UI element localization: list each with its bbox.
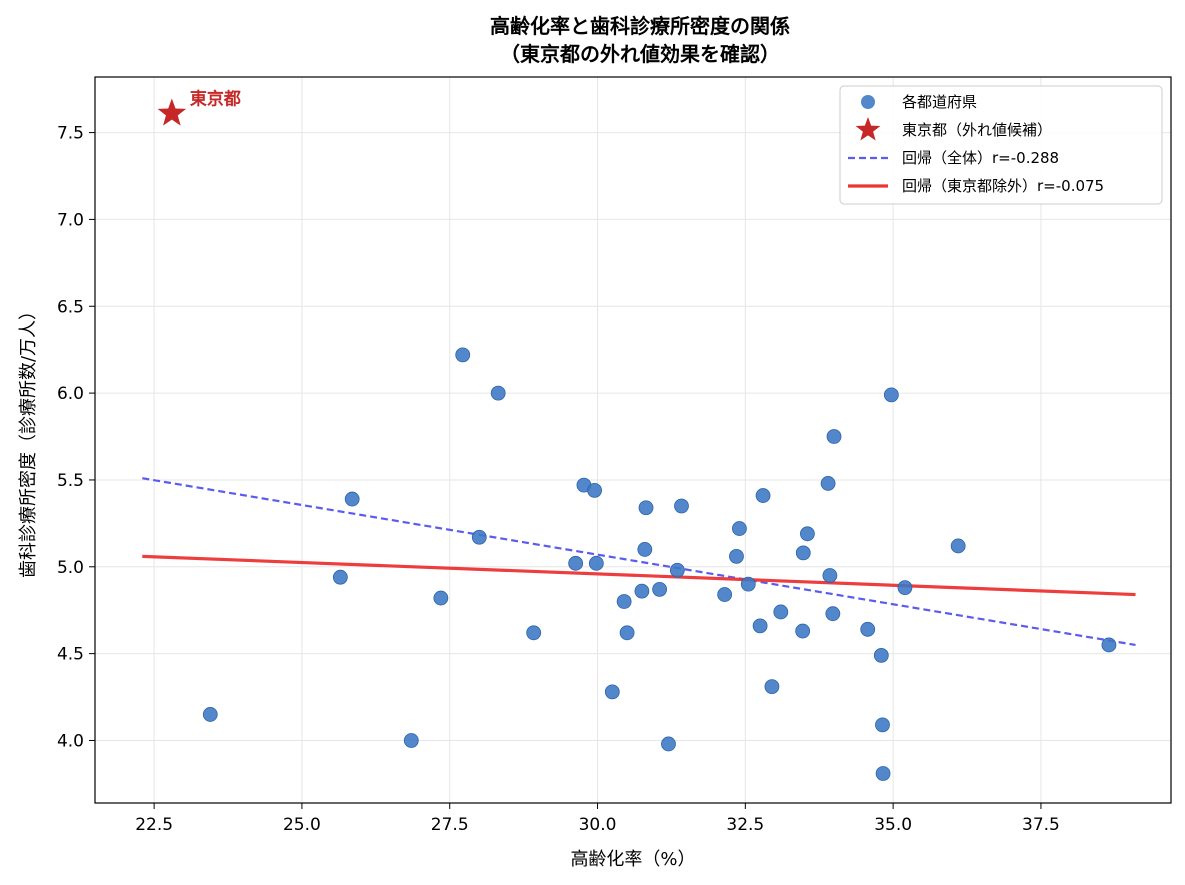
x-tick-label: 30.0 <box>579 815 617 835</box>
data-point <box>1101 637 1117 653</box>
data-point <box>883 387 899 403</box>
data-point <box>800 526 815 542</box>
series-layer <box>142 98 1136 781</box>
data-point <box>752 618 768 634</box>
data-point <box>587 482 602 498</box>
chart-title: 高齢化率と歯科診療所密度の関係 <box>490 14 790 38</box>
x-axis-label: 高齢化率（%） <box>570 849 695 870</box>
data-point <box>490 385 506 401</box>
legend-marker-tokyo <box>855 117 881 141</box>
data-point <box>669 562 685 578</box>
y-tick-label: 5.5 <box>57 471 84 491</box>
data-point <box>826 429 842 444</box>
tokyo-annotation: 東京都 <box>190 88 241 109</box>
y-tick-label: 7.5 <box>57 124 84 144</box>
data-point <box>825 606 841 622</box>
x-tick-label: 25.0 <box>283 815 321 835</box>
data-point <box>674 498 689 514</box>
data-point <box>764 679 780 695</box>
y-axis-label: 歯科診療所密度（診療所数/万人） <box>18 302 39 578</box>
data-point <box>652 581 668 597</box>
x-tick-label: 37.5 <box>1022 815 1060 835</box>
y-tick-label: 6.5 <box>57 297 84 317</box>
data-point <box>344 491 360 507</box>
legend-box <box>839 85 1163 205</box>
legend-label: 回帰（東京都除外）r=-0.075 <box>902 177 1104 195</box>
regression-line-all <box>142 477 1136 647</box>
y-tick-label: 4.5 <box>57 645 84 665</box>
data-point <box>897 580 913 596</box>
x-tick-label: 35.0 <box>874 815 912 835</box>
data-point <box>820 476 836 491</box>
data-point <box>755 488 771 503</box>
data-point <box>661 736 676 752</box>
data-point <box>773 604 789 620</box>
data-point <box>604 684 620 700</box>
data-point <box>568 555 584 571</box>
data-point <box>732 521 747 536</box>
data-point <box>616 594 632 609</box>
data-point <box>795 623 811 639</box>
data-point <box>619 625 635 641</box>
data-point <box>637 542 653 557</box>
x-tick-label: 32.5 <box>726 815 764 835</box>
data-point <box>822 568 838 583</box>
data-point <box>873 647 889 663</box>
data-point <box>202 707 218 722</box>
data-point <box>875 717 890 733</box>
data-point <box>471 529 487 545</box>
data-point <box>795 545 811 561</box>
data-point <box>729 548 744 564</box>
legend-label: 東京都（外れ値候補） <box>902 121 1052 139</box>
data-point <box>332 569 348 585</box>
data-point <box>638 500 654 516</box>
chart-title-group: 高齢化率と歯科診療所密度の関係 （東京都の外れ値効果を確認） <box>490 14 790 66</box>
x-tick-label: 27.5 <box>431 815 469 835</box>
legend-marker-prefectures <box>861 95 875 109</box>
data-point <box>717 587 733 602</box>
data-point <box>740 576 756 592</box>
data-point <box>526 625 542 641</box>
legend-label: 各都道府県 <box>902 93 977 111</box>
data-point <box>433 590 449 606</box>
regression-line-excluding-tokyo <box>142 554 1136 597</box>
data-point <box>455 347 471 363</box>
annotation-layer: 東京都 <box>190 88 241 109</box>
plot-frame <box>94 76 1172 804</box>
data-point <box>860 621 876 637</box>
legend-label: 回帰（全体）r=-0.288 <box>902 149 1059 167</box>
data-point <box>403 733 419 748</box>
y-tick-label: 4.0 <box>57 731 84 751</box>
y-tick-label: 7.0 <box>57 210 84 230</box>
y-tick-label: 6.0 <box>57 384 84 404</box>
data-point <box>588 555 604 571</box>
tick-layer: 22.5 25.0 27.5 30.0 32.5 35.0 37.5 4.0 4.5 5.0 5.5… <box>57 124 1060 835</box>
data-point <box>950 538 966 554</box>
tokyo-star-point <box>157 98 187 126</box>
data-point <box>634 583 650 599</box>
chart-subtitle: （東京都の外れ値効果を確認） <box>500 42 780 66</box>
x-tick-label: 22.5 <box>135 815 173 835</box>
y-tick-label: 5.0 <box>57 558 84 578</box>
data-point <box>875 766 891 781</box>
